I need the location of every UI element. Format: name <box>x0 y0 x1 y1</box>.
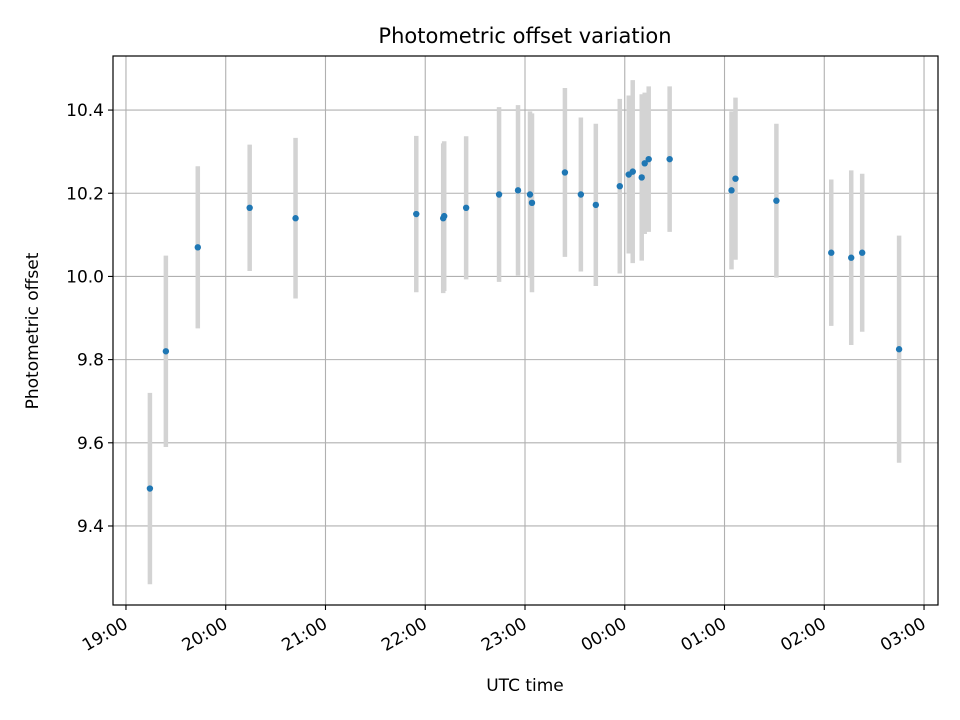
data-point <box>292 215 299 222</box>
chart-title: Photometric offset variation <box>378 24 671 48</box>
data-point <box>592 201 600 209</box>
data-point <box>645 155 652 163</box>
data-point <box>440 212 448 220</box>
x-tick-label: 00:00 <box>578 614 630 656</box>
y-tick-label: 9.6 <box>77 434 104 454</box>
y-tick-label: 9.4 <box>77 517 104 537</box>
data-point <box>495 191 503 198</box>
x-tick-label: 23:00 <box>478 614 530 656</box>
x-axis-label: UTC time <box>486 676 564 696</box>
data-point <box>629 168 636 175</box>
x-axis: 19:00 20:00 21:00 22:00 23:00 00:00 01:00 02:00… <box>79 605 930 656</box>
x-tick-label: 21:00 <box>279 614 331 656</box>
data-point <box>561 169 569 176</box>
y-tick-label: 10.0 <box>66 267 104 287</box>
data-point <box>246 204 253 212</box>
data-point <box>146 485 154 492</box>
x-tick-label: 01:00 <box>678 614 730 656</box>
data-point <box>858 249 866 256</box>
y-axis-label: Photometric offset <box>23 252 43 409</box>
grid <box>113 56 938 605</box>
x-tick-label: 19:00 <box>79 614 131 656</box>
data-point <box>666 155 673 163</box>
data-point <box>895 346 903 353</box>
data-point <box>462 204 470 212</box>
data-points <box>146 155 903 492</box>
data-point <box>732 175 739 182</box>
x-tick-label: 03:00 <box>877 614 929 656</box>
data-point <box>162 348 170 355</box>
y-tick-label: 10.2 <box>66 184 104 204</box>
data-point <box>577 191 585 198</box>
data-point <box>194 244 201 251</box>
x-tick-label: 02:00 <box>777 614 829 656</box>
data-point <box>641 160 648 167</box>
data-point <box>528 199 536 207</box>
data-point <box>616 182 623 190</box>
data-point <box>828 249 835 256</box>
y-tick-label: 10.4 <box>66 101 104 121</box>
x-tick-label: 22:00 <box>378 614 430 656</box>
data-point <box>773 197 780 204</box>
x-tick-label: 20:00 <box>179 614 231 656</box>
data-point <box>514 187 522 194</box>
data-point <box>728 187 735 194</box>
data-point <box>638 174 645 181</box>
data-point <box>413 210 420 218</box>
y-tick-label: 9.8 <box>77 351 104 371</box>
data-point <box>848 254 855 261</box>
y-axis: 9.4 9.6 9.8 10.0 10.2 10.4 <box>66 101 113 537</box>
data-point <box>526 191 534 198</box>
